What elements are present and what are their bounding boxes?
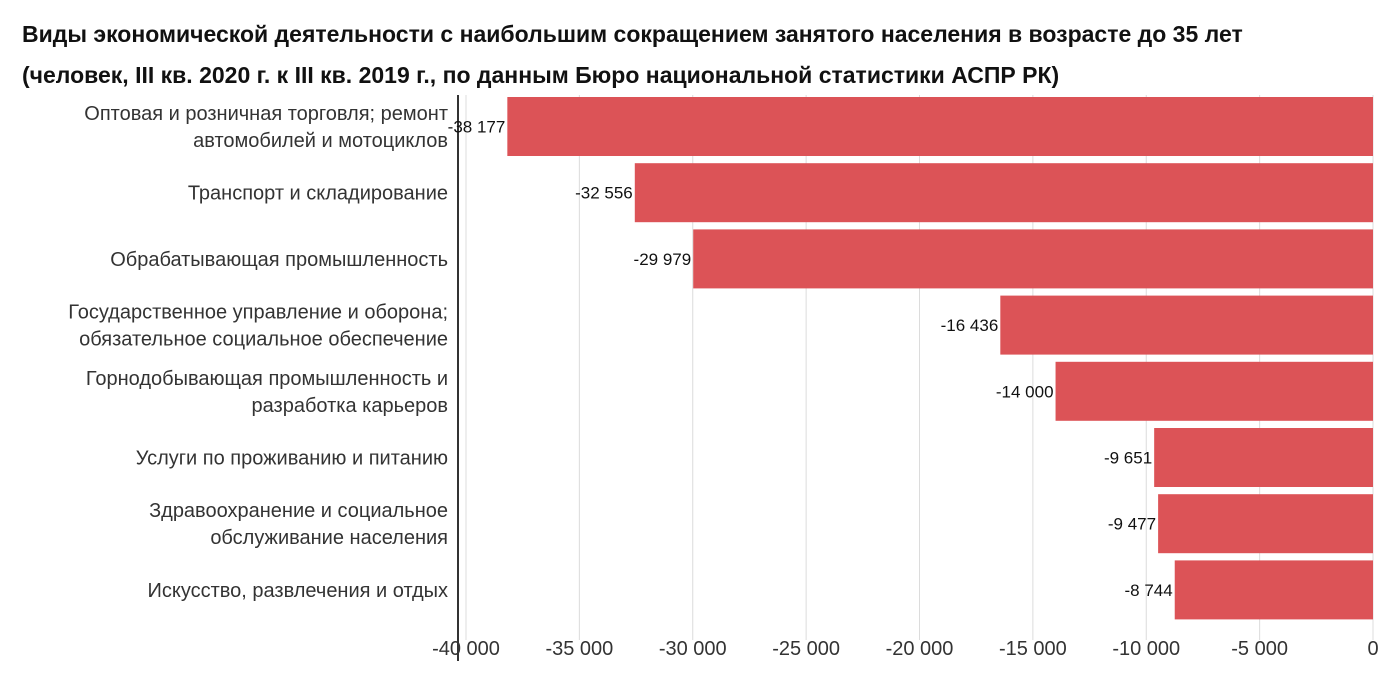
x-tick-label: -5 000 [1231, 638, 1288, 660]
category-label: Услуги по проживанию и питанию [136, 448, 448, 470]
data-label: -8 744 [1125, 581, 1173, 600]
bar [507, 97, 1373, 156]
x-tick-label: -35 000 [545, 638, 613, 660]
category-label: Горнодобывающая промышленность и [86, 368, 448, 390]
x-tick-label: -30 000 [659, 638, 727, 660]
category-label: Здравоохранение и социальное [149, 500, 448, 522]
x-tick-label: -20 000 [886, 638, 954, 660]
category-label: обслуживание населения [210, 527, 448, 549]
category-label: автомобилей и мотоциклов [193, 130, 448, 152]
x-tick-label: -25 000 [772, 638, 840, 660]
data-label: -16 436 [941, 316, 999, 335]
category-label: обязательное социальное обеспечение [79, 329, 448, 351]
x-tick-label: -10 000 [1112, 638, 1180, 660]
x-tick-label: -40 000 [432, 638, 500, 660]
category-label: Искусство, развлечения и отдых [147, 580, 448, 602]
data-label: -29 979 [634, 250, 692, 269]
data-label: -9 477 [1108, 515, 1156, 534]
chart-subtitle: (человек, III кв. 2020 г. к III кв. 2019… [22, 62, 1060, 88]
data-label: -14 000 [996, 382, 1054, 401]
bar [1000, 295, 1373, 355]
bar [1174, 560, 1373, 620]
data-label: -38 177 [448, 118, 506, 137]
x-tick-label: 0 [1367, 638, 1378, 660]
bar [1154, 428, 1373, 487]
x-tick-label: -15 000 [999, 638, 1067, 660]
chart-title-block: Виды экономической деятельности с наибол… [22, 14, 1382, 96]
category-label: разработка карьеров [252, 395, 448, 417]
bar [1158, 494, 1373, 554]
category-label: Обрабатывающая промышленность [110, 249, 448, 271]
bar [1055, 361, 1373, 421]
data-label: -9 651 [1104, 449, 1152, 468]
chart-title: Виды экономической деятельности с наибол… [22, 21, 1243, 47]
category-label: Оптовая и розничная торговля; ремонт [84, 103, 448, 125]
category-label: Государственное управление и оборона; [68, 302, 448, 324]
category-label: Транспорт и складирование [188, 183, 448, 205]
data-label: -32 556 [575, 184, 633, 203]
bar [634, 163, 1373, 223]
bar [693, 229, 1373, 289]
